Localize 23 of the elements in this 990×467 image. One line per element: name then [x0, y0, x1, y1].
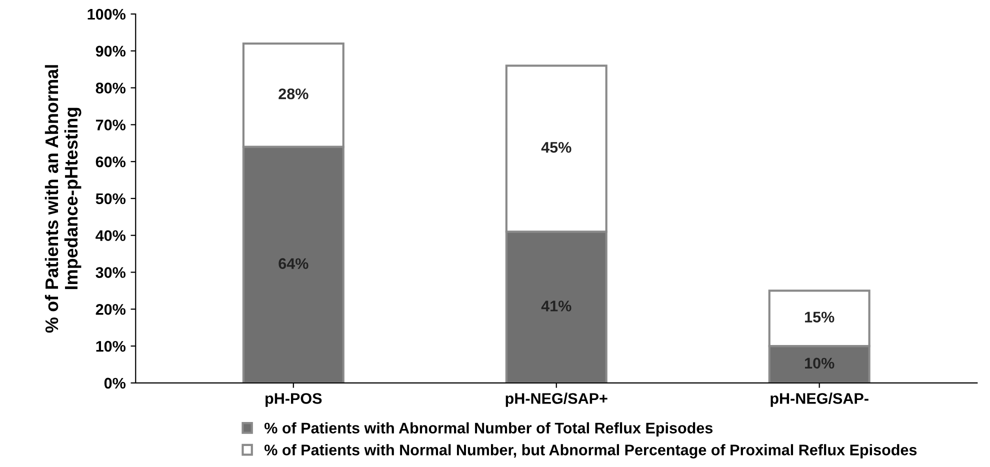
x-tick-label: pH-NEG/SAP-: [770, 392, 868, 407]
data-label: 28%: [278, 88, 308, 100]
y-tick-label: 60%: [96, 156, 126, 168]
y-tick-label: 90%: [96, 46, 126, 57]
legend-label: % of Patients with Normal Number, but Abnormal Percentage of Proximal Reflux Episodes: [264, 444, 917, 458]
y-tick-label: 50%: [96, 193, 126, 204]
data-label: 41%: [541, 300, 572, 312]
y-axis-title: % of Patients with an Abnormal Impedance-pHtesting: [44, 65, 82, 333]
y-tick-label: 20%: [96, 304, 126, 315]
y-tick-label: 100%: [88, 8, 126, 20]
data-label: 45%: [541, 142, 572, 153]
x-tick-label: pH-NEG/SAP+: [506, 392, 608, 407]
y-tick-label: 30%: [96, 267, 126, 278]
legend-label: % of Patients with Abnormal Number of Total Reflux Episodes: [264, 422, 713, 436]
data-label: 15%: [805, 312, 834, 322]
y-tick-label: 0%: [104, 378, 126, 389]
y-tick-label: 10%: [96, 340, 126, 352]
y-tick-label: 80%: [96, 82, 126, 94]
data-label: 64%: [278, 258, 308, 269]
y-tick-label: 40%: [96, 230, 126, 242]
y-tick-label: 70%: [96, 120, 126, 130]
data-label: 10%: [805, 358, 834, 369]
x-tick-label: pH-POS: [266, 393, 322, 407]
